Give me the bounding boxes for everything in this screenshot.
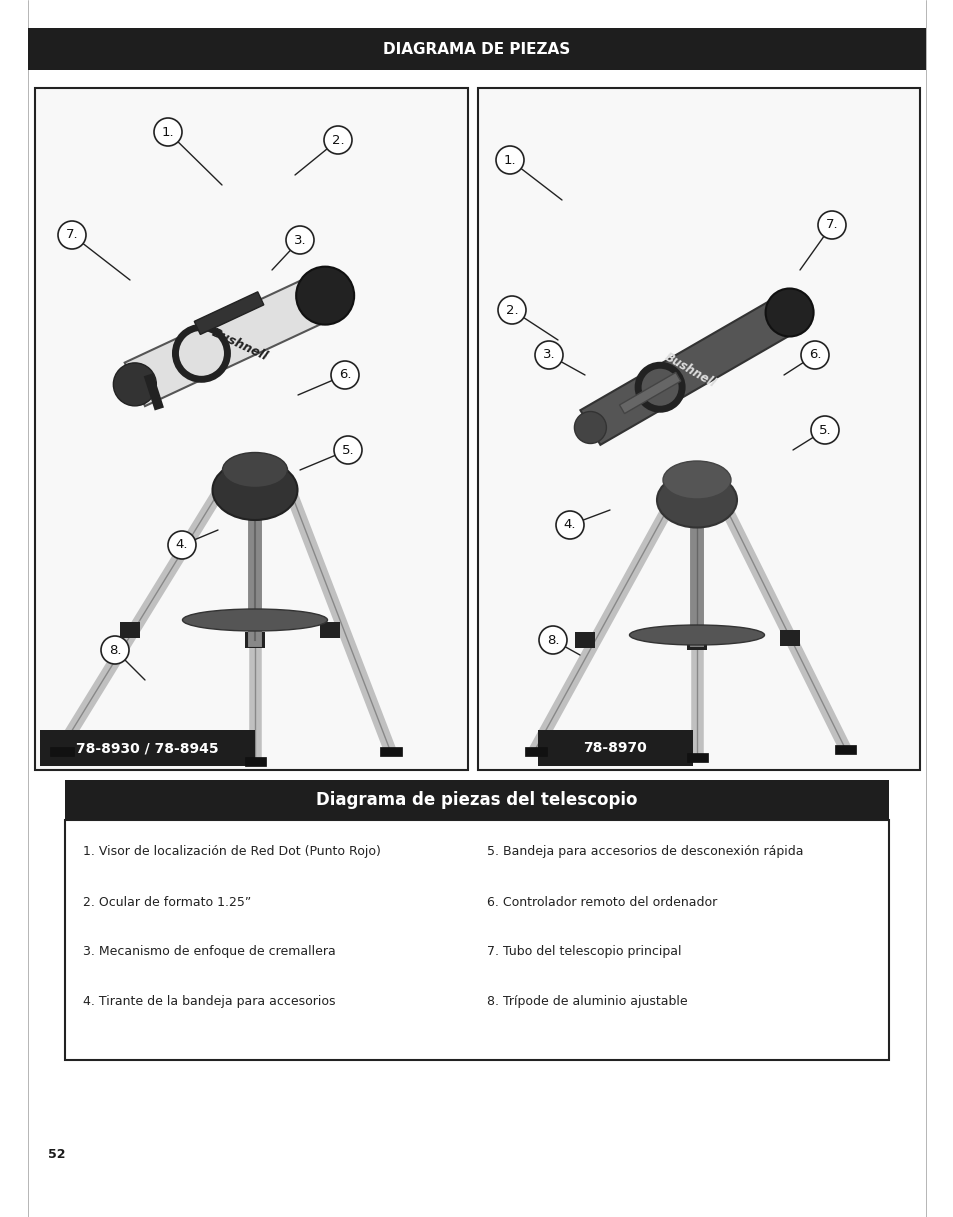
Circle shape (496, 146, 523, 174)
Text: 3.: 3. (542, 348, 555, 361)
Polygon shape (579, 296, 799, 445)
Ellipse shape (657, 472, 737, 527)
Polygon shape (125, 274, 335, 406)
Bar (120, 622, 140, 638)
Text: 6.: 6. (338, 369, 351, 381)
Ellipse shape (662, 461, 730, 499)
Bar (477, 88, 919, 770)
Bar (245, 632, 265, 647)
Ellipse shape (182, 608, 327, 630)
Text: 78-8970: 78-8970 (583, 741, 647, 755)
Circle shape (556, 511, 583, 539)
Text: 3. Mecanismo de enfoque de cremallera: 3. Mecanismo de enfoque de cremallera (83, 946, 335, 959)
Circle shape (168, 531, 195, 559)
Circle shape (324, 127, 352, 155)
Text: 8.: 8. (109, 644, 121, 656)
Text: 6. Controlador remoto del ordenador: 6. Controlador remoto del ordenador (486, 896, 717, 909)
Polygon shape (194, 292, 264, 335)
Text: 1. Visor de localización de Red Dot (Punto Rojo): 1. Visor de localización de Red Dot (Pun… (83, 846, 380, 858)
Text: DIAGRAMA DE PIEZAS: DIAGRAMA DE PIEZAS (383, 41, 570, 56)
Text: 8.: 8. (546, 634, 558, 646)
Circle shape (58, 221, 86, 249)
Text: 2.: 2. (505, 303, 517, 316)
Circle shape (286, 226, 314, 254)
Text: 3.: 3. (294, 234, 306, 247)
Circle shape (801, 341, 828, 369)
Ellipse shape (213, 460, 297, 520)
Bar (319, 622, 339, 638)
Text: 5. Bandeja para accesorios de desconexión rápida: 5. Bandeja para accesorios de desconexió… (486, 846, 802, 858)
Bar (686, 634, 706, 650)
Text: 1.: 1. (503, 153, 516, 167)
Text: 2.: 2. (332, 134, 344, 146)
Ellipse shape (295, 267, 354, 325)
Circle shape (538, 626, 566, 654)
Circle shape (810, 416, 838, 444)
Text: 4.: 4. (563, 518, 576, 532)
Bar (575, 632, 595, 647)
Bar (780, 630, 800, 646)
Ellipse shape (113, 363, 156, 406)
Ellipse shape (765, 288, 813, 336)
Circle shape (153, 118, 182, 146)
Ellipse shape (222, 453, 287, 488)
Text: Bushnell: Bushnell (661, 350, 718, 389)
Circle shape (535, 341, 562, 369)
Text: 5.: 5. (818, 424, 830, 437)
Text: 78-8930 / 78-8945: 78-8930 / 78-8945 (76, 741, 218, 755)
Text: 8. Trípode de aluminio ajustable: 8. Trípode de aluminio ajustable (486, 996, 687, 1009)
Text: Bushnell: Bushnell (210, 326, 270, 364)
Text: 4.: 4. (175, 538, 188, 551)
Ellipse shape (629, 626, 763, 645)
Circle shape (101, 636, 129, 664)
Polygon shape (618, 372, 680, 414)
Circle shape (334, 436, 361, 464)
Bar (40, 730, 254, 765)
Bar (65, 780, 888, 820)
Text: 4. Tirante de la bandeja para accesorios: 4. Tirante de la bandeja para accesorios (83, 996, 335, 1009)
Circle shape (331, 361, 358, 389)
Text: 52: 52 (48, 1149, 66, 1161)
Text: 2. Ocular de formato 1.25”: 2. Ocular de formato 1.25” (83, 896, 251, 909)
Ellipse shape (574, 411, 606, 443)
Text: 5.: 5. (341, 443, 354, 456)
Text: Diagrama de piezas del telescopio: Diagrama de piezas del telescopio (315, 791, 638, 809)
Bar (65, 820, 888, 1060)
Text: 1.: 1. (161, 125, 174, 139)
Circle shape (497, 296, 525, 324)
Bar (28, 28, 925, 71)
Text: 6.: 6. (808, 348, 821, 361)
Bar (537, 730, 692, 765)
Text: 7. Tubo del telescopio principal: 7. Tubo del telescopio principal (486, 946, 680, 959)
Text: 7.: 7. (66, 229, 78, 241)
Bar (35, 88, 468, 770)
Circle shape (817, 211, 845, 239)
Text: 7.: 7. (825, 219, 838, 231)
